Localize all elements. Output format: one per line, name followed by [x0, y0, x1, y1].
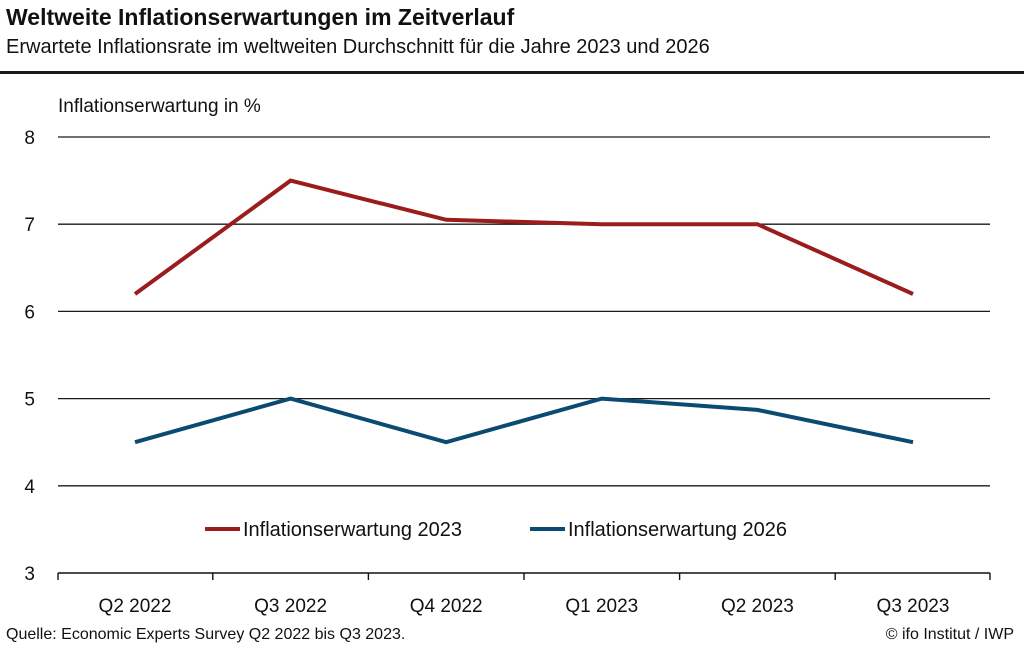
x-tick-label: Q2 2022 [99, 596, 172, 617]
gridlines: 3 4 5 6 7 8 [24, 128, 990, 585]
x-tick-label: Q3 2023 [877, 596, 950, 617]
y-tick-label: 6 [24, 302, 35, 323]
y-tick-label: 5 [24, 390, 35, 411]
x-tick-label: Q3 2022 [254, 596, 327, 617]
y-tick-label: 3 [24, 564, 35, 585]
legend: Inflationserwartung 2023 Inflationserwart… [205, 519, 787, 541]
chart-subtitle: Erwartete Inflationsrate im weltweiten D… [6, 36, 710, 58]
series-lines [133, 178, 914, 445]
x-tick-label: Q2 2023 [721, 596, 794, 617]
legend-label-1: Inflationserwartung 2023 [243, 519, 462, 541]
x-tick-label: Q1 2023 [565, 596, 638, 617]
legend-label-2: Inflationserwartung 2026 [568, 519, 787, 541]
y-axis-label: Inflationserwartung in % [58, 96, 261, 117]
x-tick-label: Q4 2022 [410, 596, 483, 617]
series-line-2 [134, 396, 914, 445]
y-tick-label: 8 [24, 128, 35, 149]
y-tick-label: 4 [24, 477, 35, 498]
header-divider [0, 71, 1024, 74]
chart-title: Weltweite Inflationserwartungen im Zeitv… [6, 4, 515, 30]
x-axis: Q2 2022 Q3 2022 Q4 2022 Q1 2023 Q2 2023 Q3 20… [57, 572, 991, 617]
source-note: Quelle: Economic Experts Survey Q2 2022 … [6, 626, 406, 643]
y-tick-label: 7 [24, 215, 35, 236]
copyright-credit: © ifo Institut / IWP [885, 626, 1014, 643]
series-line-1 [133, 178, 914, 296]
